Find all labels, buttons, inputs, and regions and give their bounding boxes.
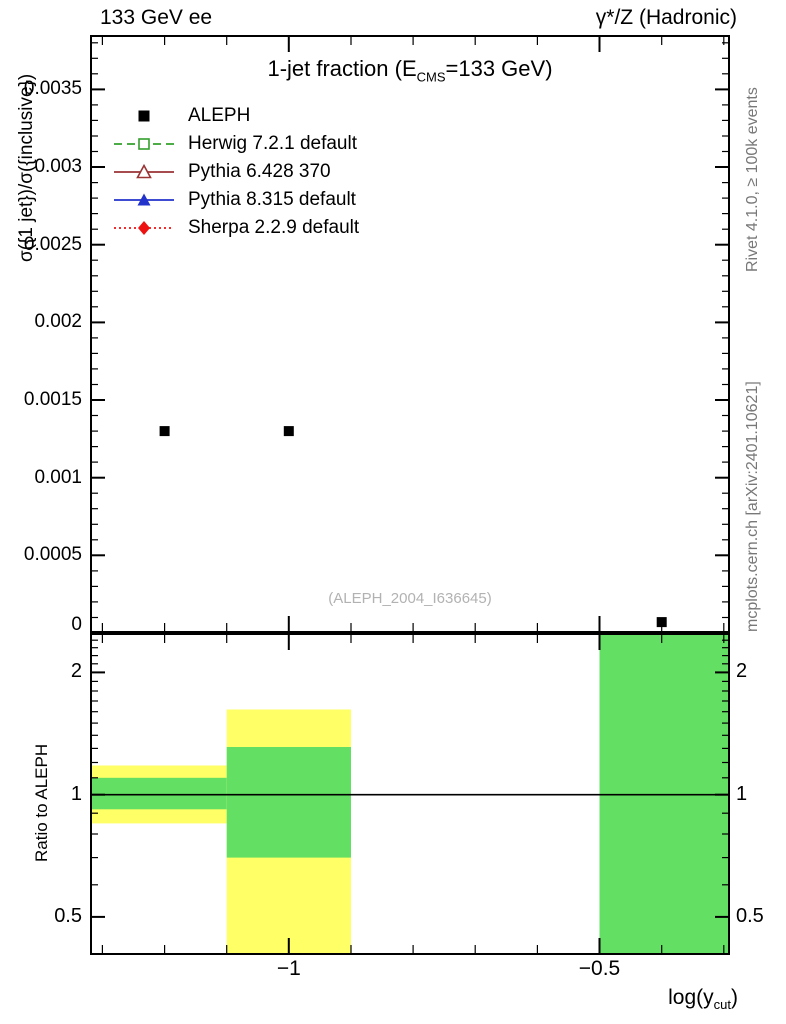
x-axis-title: log(ycut) [90,986,738,1012]
y-tick-label-ratio-left: 1 [70,782,82,805]
plot-title-text: 1-jet fraction (E [267,56,417,81]
legend-label: Sherpa 2.2.9 default [188,217,360,238]
y-tick-label-main: 0 [71,614,82,635]
legend-item: Sherpa 2.2.9 default [112,214,359,242]
legend-label: Pythia 6.428 370 [188,161,331,182]
y-tick-label-main: 0.0015 [23,389,82,410]
filled-square-icon [138,110,150,122]
y-tick-label-main: 0.003 [34,156,82,178]
rivet-version-note: Rivet 4.1.0, ≥ 100k events [744,87,761,272]
data-points [159,426,667,628]
filled-triangle-icon [114,193,174,206]
y-ticks [92,42,728,633]
y-tick-label-ratio-left: 2 [70,660,82,683]
plot-title-text-end: =133 GeV) [445,56,553,81]
legend-item: Pythia 8.315 default [112,186,359,214]
y-tick-label-ratio-right: 2 [736,660,748,683]
plot-title: 1-jet fraction (ECMS=133 GeV) [90,56,730,84]
y-ticks [92,639,728,918]
plot-title-subscript: CMS [416,69,446,85]
ratio-plot-canvas [90,633,730,955]
y-tick-label-main: 0.0025 [23,233,82,255]
filled-diamond-icon [114,221,174,235]
x-tick-label: −1 [276,957,301,980]
legend-item: ALEPH [112,102,359,130]
y-tick-label-ratio-right: 1 [736,782,748,805]
legend-label: Herwig 7.2.1 default [188,133,357,154]
header-beam-label: 133 GeV ee [100,6,213,29]
header-process-label: γ*/Z (Hadronic) [595,6,737,29]
legend: ALEPH Herwig 7.2.1 default Pythia 6.428 37… [112,102,359,242]
y-tick-label-main: 0.0005 [23,544,82,566]
y-tick-label-ratio-right: 0.5 [736,904,764,927]
open-triangle-icon [114,163,174,179]
x-axis-title-text: log(y [668,986,714,1009]
legend-label: Pythia 8.315 default [188,189,356,210]
x-axis-title-subscript: cut [713,997,731,1013]
y-tick-label-main: 0.001 [34,466,82,488]
legend-label: ALEPH [188,105,251,126]
legend-item: Herwig 7.2.1 default [112,130,359,158]
main-plot-canvas [90,35,730,633]
x-ticks [101,37,725,631]
y-tick-label-ratio-left: 0.5 [54,904,82,927]
analysis-watermark: (ALEPH_2004_I636645) [328,590,492,607]
x-ticks [101,635,725,953]
x-tick-label: −0.5 [578,957,621,980]
y-tick-label-main: 0.0035 [23,78,82,100]
x-axis-title-text-end: ) [731,986,738,1009]
uncertainty-bands [90,633,730,955]
open-square-icon [114,138,174,150]
legend-item: Pythia 6.428 370 [112,158,359,186]
y-tick-label-main: 0.002 [34,311,82,333]
mcplots-reference-note: mcplots.cern.ch [arXiv:2401.10621] [744,381,761,632]
